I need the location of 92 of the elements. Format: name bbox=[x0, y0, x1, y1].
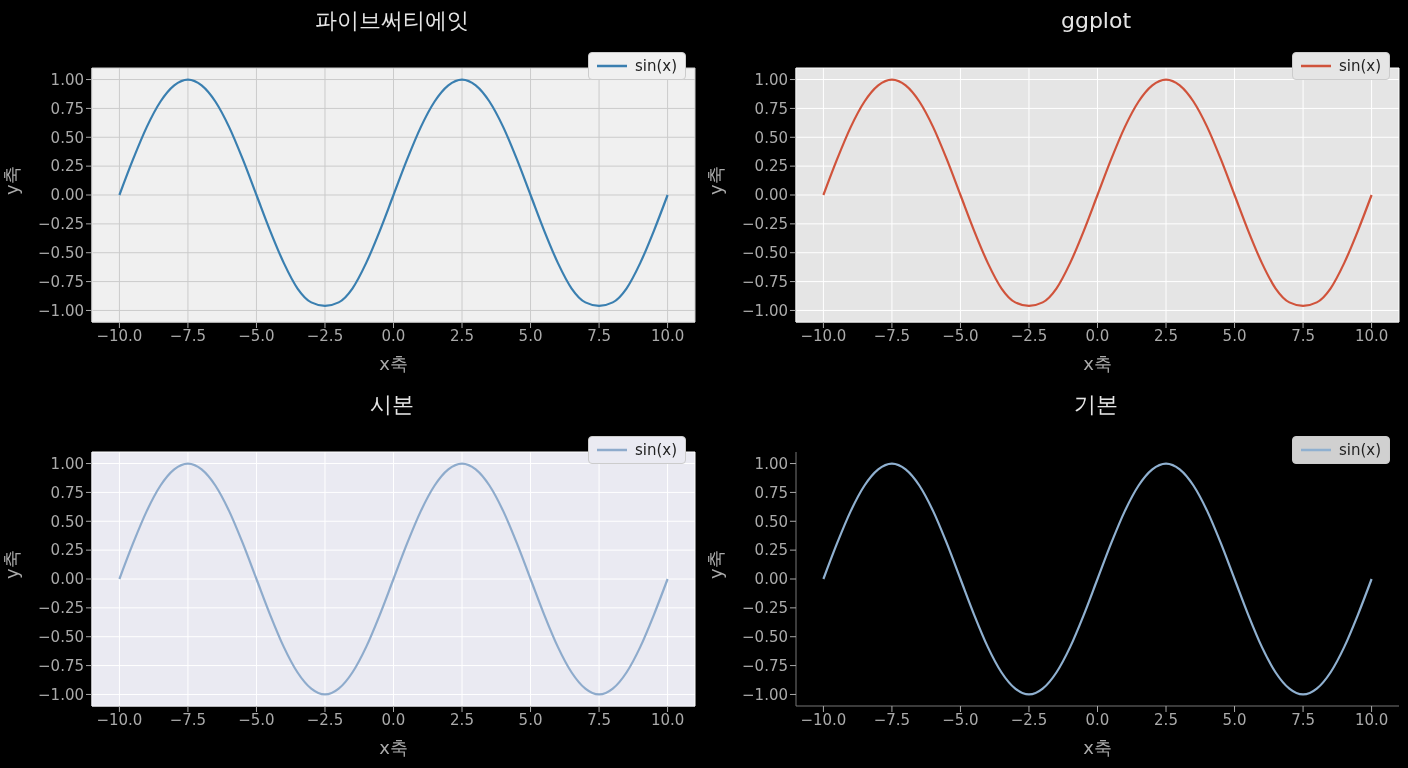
x-tick-label: 0.0 bbox=[1085, 710, 1110, 729]
x-tick-label: 7.5 bbox=[587, 710, 611, 729]
x-tick-label: 0.0 bbox=[381, 710, 406, 729]
x-tick-label: 5.0 bbox=[1222, 710, 1247, 729]
x-tick-label: −10.0 bbox=[800, 326, 847, 345]
x-tick-label: −10.0 bbox=[800, 710, 847, 729]
legend-label: sin(x) bbox=[1338, 441, 1381, 459]
line-series bbox=[822, 462, 1373, 696]
y-tick-label: 1.00 bbox=[754, 454, 788, 473]
y-tick-label: −1.00 bbox=[742, 685, 788, 704]
y-tick-label: 0.75 bbox=[50, 99, 84, 118]
y-tick-label: 0.25 bbox=[50, 541, 84, 560]
y-tick-label: 0.50 bbox=[754, 512, 788, 531]
y-tick-label: −0.25 bbox=[38, 215, 84, 234]
y-tick-label: −0.25 bbox=[38, 599, 84, 618]
x-tick-label: −7.5 bbox=[873, 326, 911, 345]
x-axis-title: x축 bbox=[379, 737, 408, 758]
y-tick-label: 0.75 bbox=[50, 483, 84, 502]
y-tick-label: 1.00 bbox=[50, 454, 84, 473]
y-tick-label: 0.25 bbox=[754, 157, 788, 176]
y-tick-label: 0.50 bbox=[754, 128, 788, 147]
y-tick-label: −0.75 bbox=[38, 272, 84, 291]
y-tick-label: −0.25 bbox=[742, 599, 788, 618]
y-tick-label: −1.00 bbox=[38, 301, 84, 320]
x-tick-label: 2.5 bbox=[450, 710, 474, 729]
y-tick-label: 0.25 bbox=[50, 157, 84, 176]
x-tick-label: 0.0 bbox=[1085, 326, 1110, 345]
line-series bbox=[822, 78, 1373, 307]
x-tick-label: −5.0 bbox=[238, 710, 275, 729]
y-tick-label: 0.25 bbox=[754, 541, 788, 560]
x-tick-label: −2.5 bbox=[306, 710, 344, 729]
x-tick-label: −2.5 bbox=[306, 326, 344, 345]
y-tick-label: 0.75 bbox=[754, 483, 788, 502]
y-tick-label: 1.00 bbox=[754, 70, 788, 89]
y-tick-label: 0.75 bbox=[754, 99, 788, 118]
y-tick-label: −0.50 bbox=[38, 628, 84, 647]
x-tick-label: −7.5 bbox=[873, 710, 911, 729]
x-tick-label: 10.0 bbox=[650, 326, 685, 345]
x-tick-label: −5.0 bbox=[238, 326, 275, 345]
x-tick-label: −2.5 bbox=[1010, 326, 1048, 345]
x-tick-label: −5.0 bbox=[942, 710, 979, 729]
y-tick-label: 0.00 bbox=[754, 186, 788, 205]
x-tick-label: 2.5 bbox=[1154, 710, 1178, 729]
legend-label: sin(x) bbox=[634, 441, 677, 459]
x-tick-label: −2.5 bbox=[1010, 710, 1048, 729]
y-tick-label: −0.25 bbox=[742, 215, 788, 234]
y-tick-label: −1.00 bbox=[38, 685, 84, 704]
chart-title: 시본 bbox=[369, 391, 415, 419]
y-tick-label: 0.50 bbox=[50, 512, 84, 531]
line-series bbox=[118, 462, 669, 696]
y-axis-title: y축 bbox=[705, 166, 727, 195]
y-axis-title: y축 bbox=[705, 550, 727, 579]
x-tick-label: 5.0 bbox=[518, 326, 543, 345]
x-tick-label: 2.5 bbox=[1154, 326, 1178, 345]
y-tick-label: 0.00 bbox=[50, 570, 84, 589]
y-tick-label: −0.75 bbox=[742, 272, 788, 291]
chart-title: 파이브써티에잇 bbox=[314, 7, 470, 35]
x-tick-label: −7.5 bbox=[169, 326, 207, 345]
y-tick-label: 0.00 bbox=[50, 186, 84, 205]
x-tick-label: −7.5 bbox=[169, 710, 207, 729]
x-tick-label: −5.0 bbox=[942, 326, 979, 345]
y-tick-label: −0.50 bbox=[742, 628, 788, 647]
x-tick-label: −10.0 bbox=[96, 710, 143, 729]
x-tick-label: 5.0 bbox=[1222, 326, 1247, 345]
y-tick-label: 0.50 bbox=[50, 128, 84, 147]
x-tick-label: 7.5 bbox=[1291, 326, 1315, 345]
legend-label: sin(x) bbox=[1338, 57, 1381, 75]
x-axis-title: x축 bbox=[379, 353, 408, 374]
y-tick-label: −0.50 bbox=[742, 244, 788, 263]
line-series bbox=[118, 78, 669, 307]
y-tick-label: 0.00 bbox=[754, 570, 788, 589]
y-axis-title: y축 bbox=[1, 550, 23, 579]
y-tick-label: 1.00 bbox=[50, 70, 84, 89]
y-axis-title: y축 bbox=[1, 166, 23, 195]
x-tick-label: 2.5 bbox=[450, 326, 474, 345]
x-axis-title: x축 bbox=[1083, 353, 1112, 374]
x-tick-label: −10.0 bbox=[96, 326, 143, 345]
legend-label: sin(x) bbox=[634, 57, 677, 75]
x-tick-label: 10.0 bbox=[1354, 326, 1389, 345]
y-tick-label: −0.75 bbox=[742, 656, 788, 675]
x-tick-label: 7.5 bbox=[587, 326, 611, 345]
x-tick-label: 0.0 bbox=[381, 326, 406, 345]
y-tick-label: −0.50 bbox=[38, 244, 84, 263]
x-tick-label: 10.0 bbox=[1354, 710, 1389, 729]
chart-title: 기본 bbox=[1073, 391, 1119, 419]
x-axis-title: x축 bbox=[1083, 737, 1112, 758]
chart-title: ggplot bbox=[1059, 7, 1133, 35]
y-tick-label: −0.75 bbox=[38, 656, 84, 675]
y-tick-label: −1.00 bbox=[742, 301, 788, 320]
x-tick-label: 7.5 bbox=[1291, 710, 1315, 729]
x-tick-label: 5.0 bbox=[518, 710, 543, 729]
x-tick-label: 10.0 bbox=[650, 710, 685, 729]
